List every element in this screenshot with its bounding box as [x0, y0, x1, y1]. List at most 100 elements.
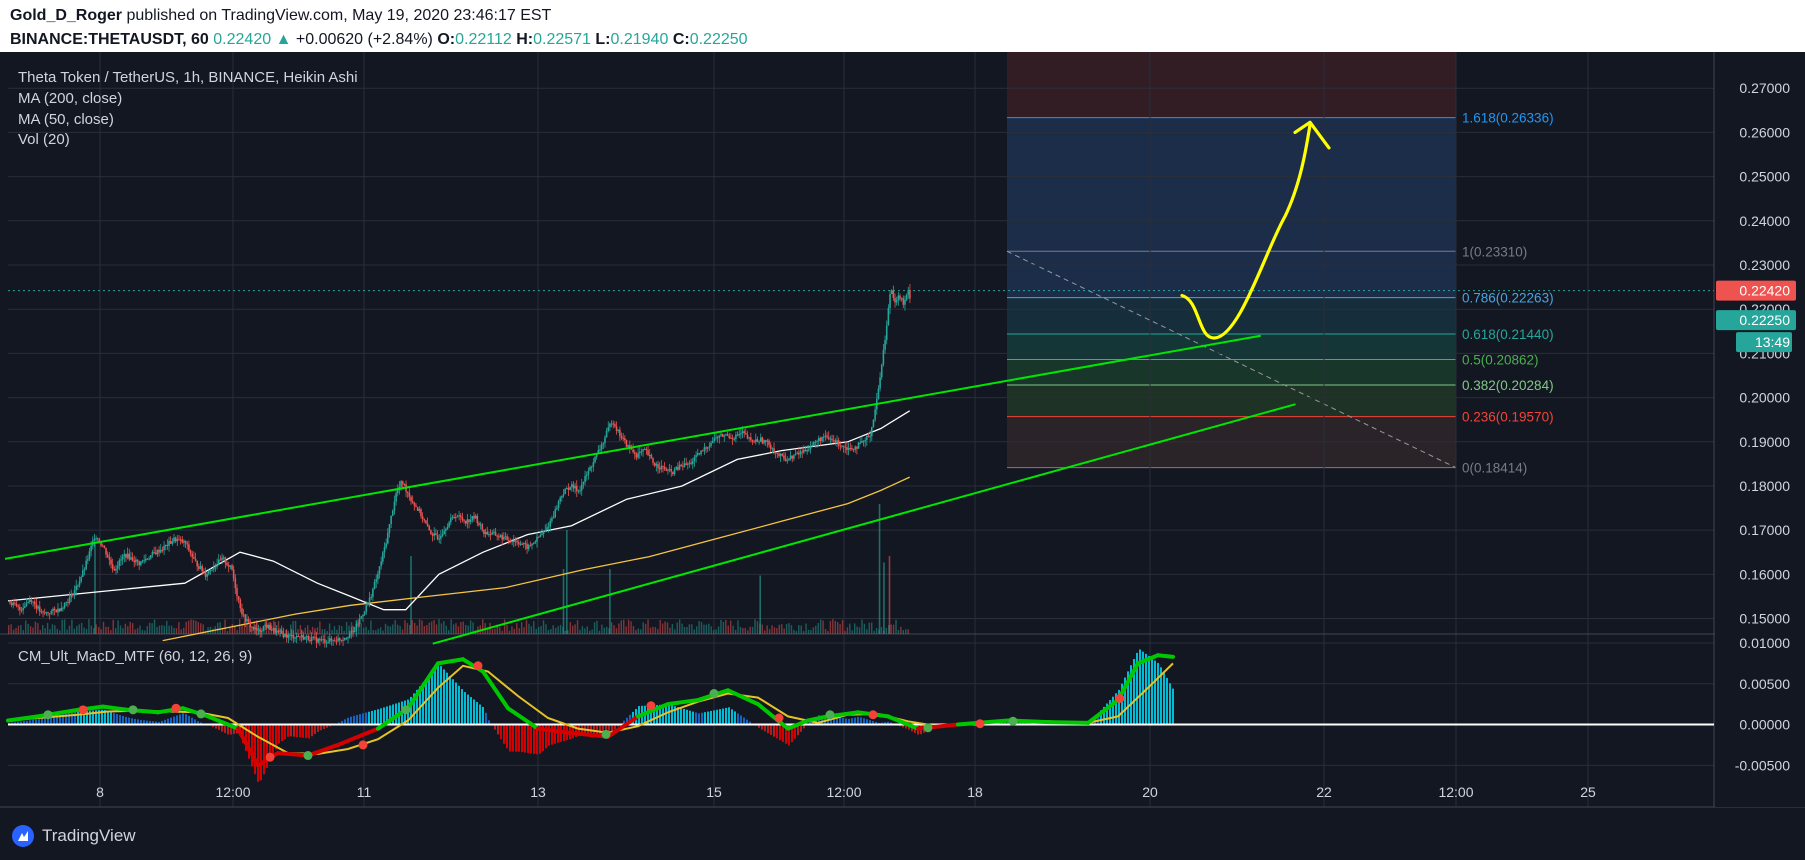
macd-histogram-bar — [419, 686, 421, 725]
price-chart[interactable]: 1.618(0.26336) 1(0.23310) 0.786(0.22263) 0.… — [0, 52, 1805, 860]
candle-body — [222, 557, 225, 559]
author-name[interactable]: Gold_D_Roger — [10, 7, 123, 24]
volume-bar — [783, 628, 785, 634]
candle-body — [612, 423, 615, 425]
candle-body — [566, 488, 568, 490]
macd-histogram-bar — [545, 724, 547, 749]
volume-bar — [85, 628, 88, 634]
candle-body — [632, 449, 634, 453]
volume-bar — [499, 627, 501, 634]
candle-body — [32, 601, 34, 603]
candle-body — [199, 565, 202, 569]
macd-histogram-bar — [854, 717, 856, 725]
candle-body — [35, 604, 38, 609]
candle-body — [869, 436, 871, 438]
volume-bar — [552, 625, 554, 634]
candle-body — [305, 636, 308, 638]
fib-level-label: 0.5(0.20862) — [1462, 352, 1539, 367]
price-axis[interactable]: 0.270000.260000.250000.240000.230000.220… — [96, 52, 1805, 807]
candle-body — [549, 520, 552, 527]
volume-bar — [97, 627, 100, 634]
volume-bar — [703, 624, 705, 634]
candle-body — [468, 519, 470, 523]
macd-line-segment — [236, 726, 260, 768]
candle-body — [67, 602, 69, 604]
volume-bar — [798, 625, 800, 634]
volume-bar — [299, 625, 302, 634]
candle-body — [512, 541, 515, 543]
drawings[interactable] — [4, 120, 1331, 645]
volume-bar — [49, 629, 51, 634]
volume-bar — [406, 623, 409, 634]
fib-retracement[interactable]: 1.618(0.26336) 1(0.23310) 0.786(0.22263) 0.… — [1006, 52, 1554, 476]
candle-body — [837, 440, 840, 446]
candle-body — [748, 437, 750, 439]
macd-histogram-bar — [1004, 721, 1006, 725]
candles[interactable] — [9, 284, 911, 649]
macd-histogram-bar — [872, 721, 874, 725]
macd-histogram-bar — [77, 711, 79, 725]
volume-bar — [802, 630, 805, 634]
candle-body — [327, 641, 329, 643]
macd-histogram-bar — [341, 720, 343, 725]
candle-body — [842, 445, 845, 447]
volume-bar — [90, 625, 93, 634]
candle-body — [721, 434, 724, 437]
volume-bar — [289, 624, 292, 634]
volume-bar — [224, 619, 226, 634]
candle-body — [43, 612, 46, 614]
candle-body — [885, 325, 888, 340]
candle-body — [163, 545, 165, 551]
volume-bar — [591, 629, 593, 634]
macd-histogram-bar — [1142, 651, 1144, 725]
candle-body — [131, 557, 134, 561]
candle-body — [761, 437, 764, 444]
macd-histogram-bar — [44, 717, 46, 725]
macd-histogram-bar — [1154, 660, 1156, 725]
volume-bar — [229, 626, 231, 634]
candle-body — [711, 441, 714, 443]
macd-histogram-bar — [152, 721, 154, 725]
macd-cross-dot — [196, 709, 206, 719]
volume-bar — [717, 626, 720, 634]
macd-histogram-bar — [683, 708, 685, 725]
volume-bar — [127, 626, 129, 634]
macd-histogram-bar — [293, 724, 295, 737]
macd-cross-dot — [43, 710, 53, 720]
volume-bar — [236, 629, 238, 634]
macd-histogram-bar — [758, 724, 760, 728]
candle-body — [677, 467, 679, 470]
macd-histogram-bar — [518, 724, 520, 752]
candle-body — [421, 516, 424, 520]
candle-body — [251, 626, 253, 628]
volume-bar — [800, 625, 802, 634]
candle-body — [544, 530, 547, 532]
macd-cross-dot — [774, 713, 784, 723]
volume-bar — [124, 623, 127, 634]
macd-line-segment — [1136, 653, 1160, 666]
candle-body — [179, 539, 182, 541]
candle-body — [428, 525, 431, 531]
candle-body — [521, 543, 523, 545]
macd-histogram-bar — [551, 724, 553, 745]
macd-histogram-bar — [182, 713, 184, 725]
candle-body — [267, 624, 270, 628]
volume-bar — [841, 620, 844, 634]
volume-bar — [793, 629, 795, 634]
macd-histogram-bar — [1169, 683, 1171, 725]
candle-body — [801, 451, 803, 453]
candle-body — [420, 509, 422, 517]
macd-histogram-bar — [467, 694, 469, 725]
candle-body — [40, 611, 43, 613]
volume-bar — [326, 630, 328, 634]
tradingview-logo[interactable]: TradingView — [12, 822, 136, 850]
candle-body — [816, 440, 818, 442]
macd-histogram-bar — [536, 724, 538, 755]
candle-body — [25, 603, 28, 607]
volume-bar — [581, 626, 584, 634]
macd-histogram-bar — [821, 715, 823, 725]
volume-bar — [226, 630, 229, 634]
candle-body — [282, 633, 285, 638]
candle-body — [605, 430, 608, 438]
macd-histogram-bar — [32, 719, 34, 725]
